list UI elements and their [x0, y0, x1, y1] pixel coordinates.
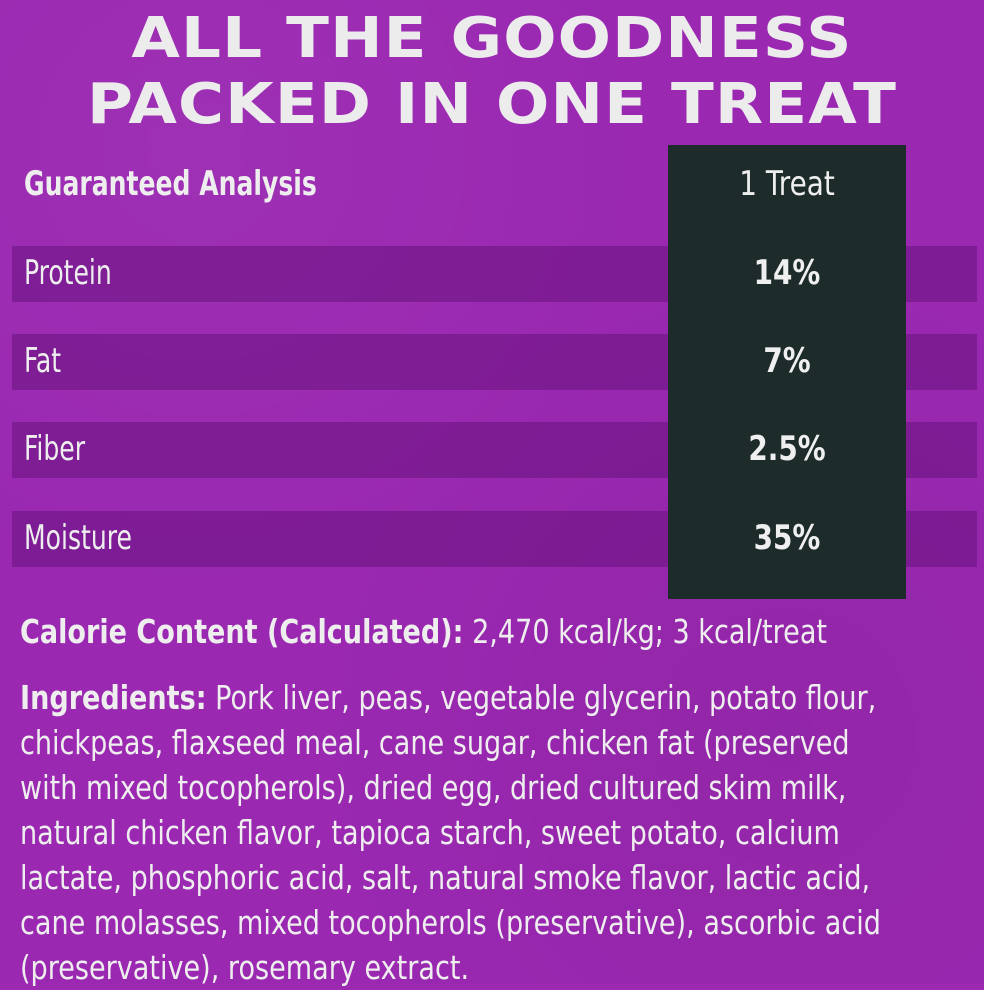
row-label-moisture: Moisture	[24, 518, 132, 558]
row-value-fiber: 2.5%	[748, 429, 826, 469]
ingredients-line: chickpeas, flaxseed meal, cane sugar, ch…	[20, 723, 850, 762]
ingredients-line: (preservative), rosemary extract.	[20, 948, 470, 987]
ingredients-line: lactate, phosphoric acid, salt, natural …	[20, 858, 871, 897]
ingredients-line: with mixed tocopherols), dried egg, drie…	[20, 768, 847, 807]
headline-line-2: PACKED IN ONE TREAT	[87, 72, 897, 137]
headline: ALL THE GOODNESS PACKED IN ONE TREAT	[0, 6, 984, 138]
calorie-value: 2,470 kcal/kg; 3 kcal/treat	[472, 612, 828, 651]
values-column	[668, 145, 906, 599]
calorie-label: Calorie Content (Calculated):	[20, 612, 464, 651]
ingredients-line: Ingredients: Pork liver, peas, vegetable…	[20, 675, 979, 720]
row-label-fiber: Fiber	[24, 429, 86, 469]
row-value-moisture: 35%	[753, 518, 821, 558]
ingredients-text: Pork liver, peas, vegetable glycerin, po…	[215, 678, 877, 717]
row-label-fat: Fat	[24, 341, 62, 381]
ingredients-label: Ingredients:	[20, 678, 207, 717]
row-value-protein: 14%	[753, 253, 821, 293]
ingredients-line: cane molasses, mixed tocopherols (preser…	[20, 903, 881, 942]
table-header-value: 1 Treat	[739, 164, 835, 204]
headline-line-1: ALL THE GOODNESS	[131, 6, 853, 71]
calorie-content: Calorie Content (Calculated): 2,470 kcal…	[20, 612, 827, 651]
table-header-label: Guaranteed Analysis	[24, 164, 317, 204]
row-value-fat: 7%	[763, 341, 811, 381]
ingredients-block: Ingredients: Pork liver, peas, vegetable…	[20, 675, 979, 990]
ingredients-line: natural chicken flavor, tapioca starch, …	[20, 813, 840, 852]
row-label-protein: Protein	[24, 253, 112, 293]
